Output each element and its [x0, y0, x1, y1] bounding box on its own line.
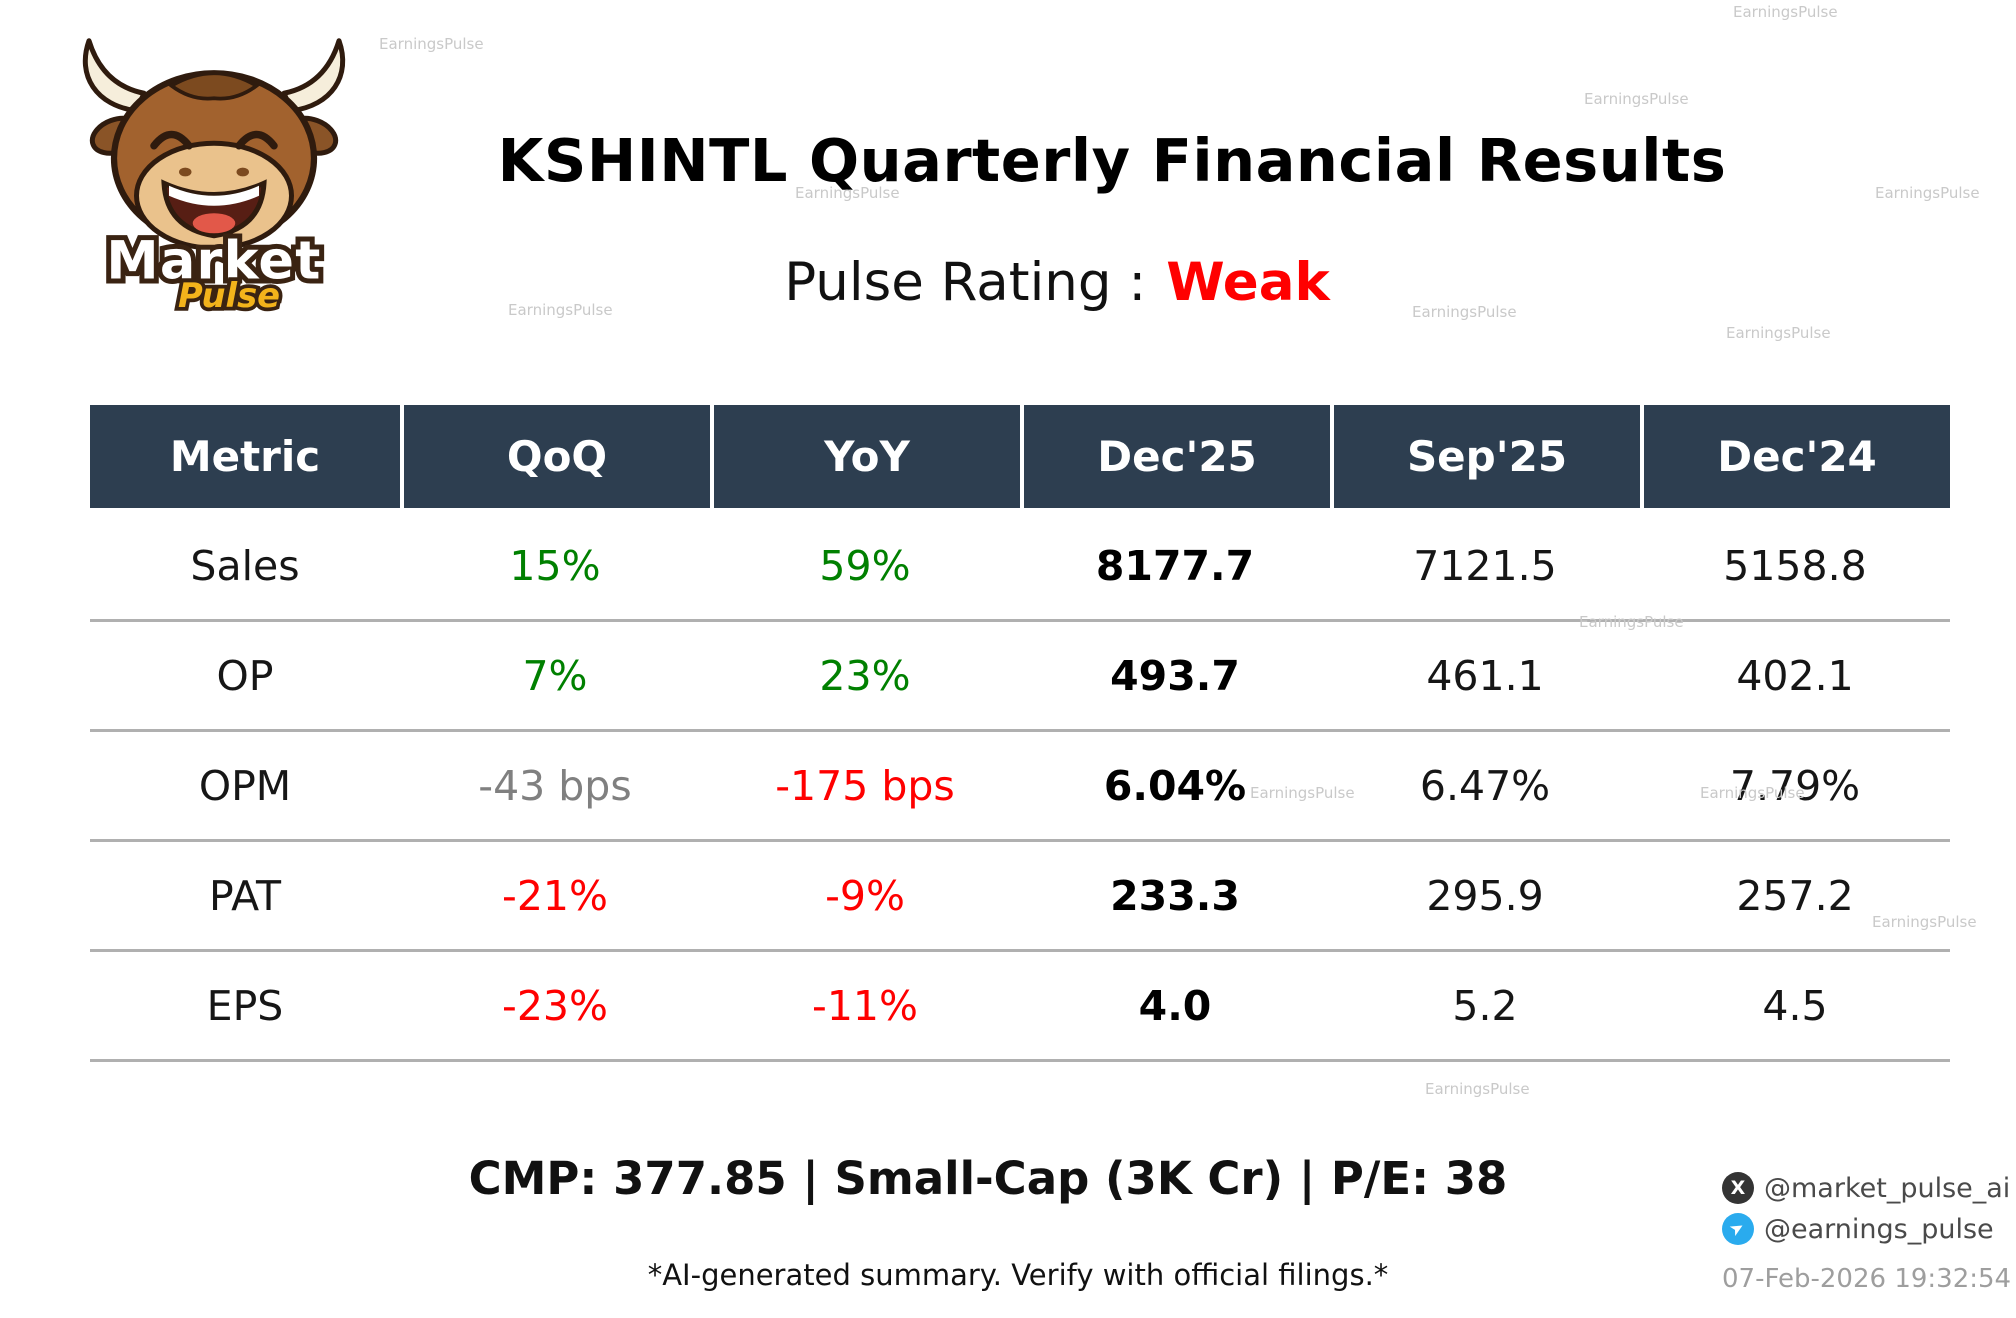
x-twitter-icon: X	[1722, 1172, 1754, 1204]
bull-mascot-icon: Market Pulse	[82, 38, 346, 319]
dec25-cell: 6.04%	[1103, 761, 1247, 810]
table-header-row: Metric QoQ YoY Dec'25 Sep'25 Dec'24	[90, 405, 1950, 508]
sep25-cell: 6.47%	[1419, 761, 1551, 810]
dec25-cell: 233.3	[1110, 871, 1240, 920]
column-header-dec25: Dec'25	[1020, 405, 1330, 508]
pulse-rating-label: Pulse Rating :	[784, 252, 1147, 313]
brand-name-line1: Market	[106, 230, 321, 291]
watermark-text: EarningsPulse	[1584, 90, 1689, 108]
sep25-cell: 295.9	[1426, 871, 1544, 920]
yoy-cell: 23%	[819, 651, 911, 700]
x-handle-row: X @market_pulse_ai	[1722, 1172, 2011, 1204]
watermark-text: EarningsPulse	[379, 35, 484, 53]
column-header-qoq: QoQ	[400, 405, 710, 508]
metric-cell: EPS	[206, 981, 284, 1030]
qoq-cell: 7%	[522, 651, 588, 700]
dec24-cell: 402.1	[1736, 651, 1854, 700]
telegram-handle-row: ➤ @earnings_pulse	[1722, 1213, 2011, 1245]
dec25-cell: 4.0	[1138, 981, 1212, 1030]
watermark-text: EarningsPulse	[1875, 184, 1980, 202]
column-header-sep25: Sep'25	[1330, 405, 1640, 508]
pulse-rating: Pulse Rating : Weak	[784, 252, 1330, 313]
yoy-cell: -175 bps	[775, 761, 955, 810]
dec24-cell: 5158.8	[1723, 541, 1867, 590]
metric-cell: OPM	[198, 761, 292, 810]
watermark-text: EarningsPulse	[508, 301, 613, 319]
telegram-handle: @earnings_pulse	[1764, 1213, 1994, 1245]
qoq-cell: 15%	[509, 541, 601, 590]
x-handle: @market_pulse_ai	[1764, 1172, 2011, 1204]
dec25-cell: 493.7	[1110, 651, 1240, 700]
table-row: Sales 15% 59% 8177.7 7121.5 5158.8	[90, 512, 1950, 622]
yoy-cell: -9%	[825, 871, 905, 920]
sep25-cell: 5.2	[1452, 981, 1518, 1030]
yoy-cell: 59%	[819, 541, 911, 590]
dec24-cell: 4.5	[1762, 981, 1828, 1030]
metric-cell: Sales	[190, 541, 300, 590]
sep25-cell: 461.1	[1426, 651, 1544, 700]
disclaimer-text: *AI-generated summary. Verify with offic…	[647, 1258, 1389, 1292]
watermark-text: EarningsPulse	[1425, 1080, 1530, 1098]
watermark-text: EarningsPulse	[1726, 324, 1831, 342]
summary-line: CMP: 377.85 | Small-Cap (3K Cr) | P/E: 3…	[468, 1152, 1508, 1205]
sep25-cell: 7121.5	[1413, 541, 1557, 590]
qoq-cell: -23%	[502, 981, 608, 1030]
social-block: X @market_pulse_ai ➤ @earnings_pulse 07-…	[1722, 1172, 2011, 1294]
timestamp: 07-Feb-2026 19:32:54	[1722, 1264, 2012, 1294]
column-header-metric: Metric	[90, 405, 400, 508]
results-table: Metric QoQ YoY Dec'25 Sep'25 Dec'24 Sales 15% 5…	[90, 405, 1950, 1062]
page-title: KSHINTL Quarterly Financial Results	[497, 126, 1727, 195]
column-header-yoy: YoY	[710, 405, 1020, 508]
metric-cell: PAT	[208, 871, 281, 920]
yoy-cell: -11%	[812, 981, 918, 1030]
dec24-cell: 7.79%	[1729, 761, 1861, 810]
telegram-icon: ➤	[1722, 1213, 1754, 1245]
table-row: OPM -43 bps -175 bps 6.04% 6.47% 7.79%	[90, 732, 1950, 842]
column-header-dec24: Dec'24	[1640, 405, 1950, 508]
dec25-cell: 8177.7	[1095, 541, 1255, 590]
dec24-cell: 257.2	[1736, 871, 1854, 920]
table-row: PAT -21% -9% 233.3 295.9 257.2	[90, 842, 1950, 952]
qoq-cell: -21%	[502, 871, 608, 920]
table-row: EPS -23% -11% 4.0 5.2 4.5	[90, 952, 1950, 1062]
table-row: OP 7% 23% 493.7 461.1 402.1	[90, 622, 1950, 732]
brand-name-line2: Pulse	[178, 276, 280, 314]
watermark-text: EarningsPulse	[1412, 303, 1517, 321]
pulse-rating-value: Weak	[1166, 252, 1330, 313]
brand-logo: Market Pulse	[64, 30, 364, 319]
watermark-text: EarningsPulse	[1733, 3, 1838, 21]
metric-cell: OP	[216, 651, 274, 700]
qoq-cell: -43 bps	[478, 761, 632, 810]
table-body: Sales 15% 59% 8177.7 7121.5 5158.8 OP 7% 23% 493.…	[90, 512, 1950, 1062]
